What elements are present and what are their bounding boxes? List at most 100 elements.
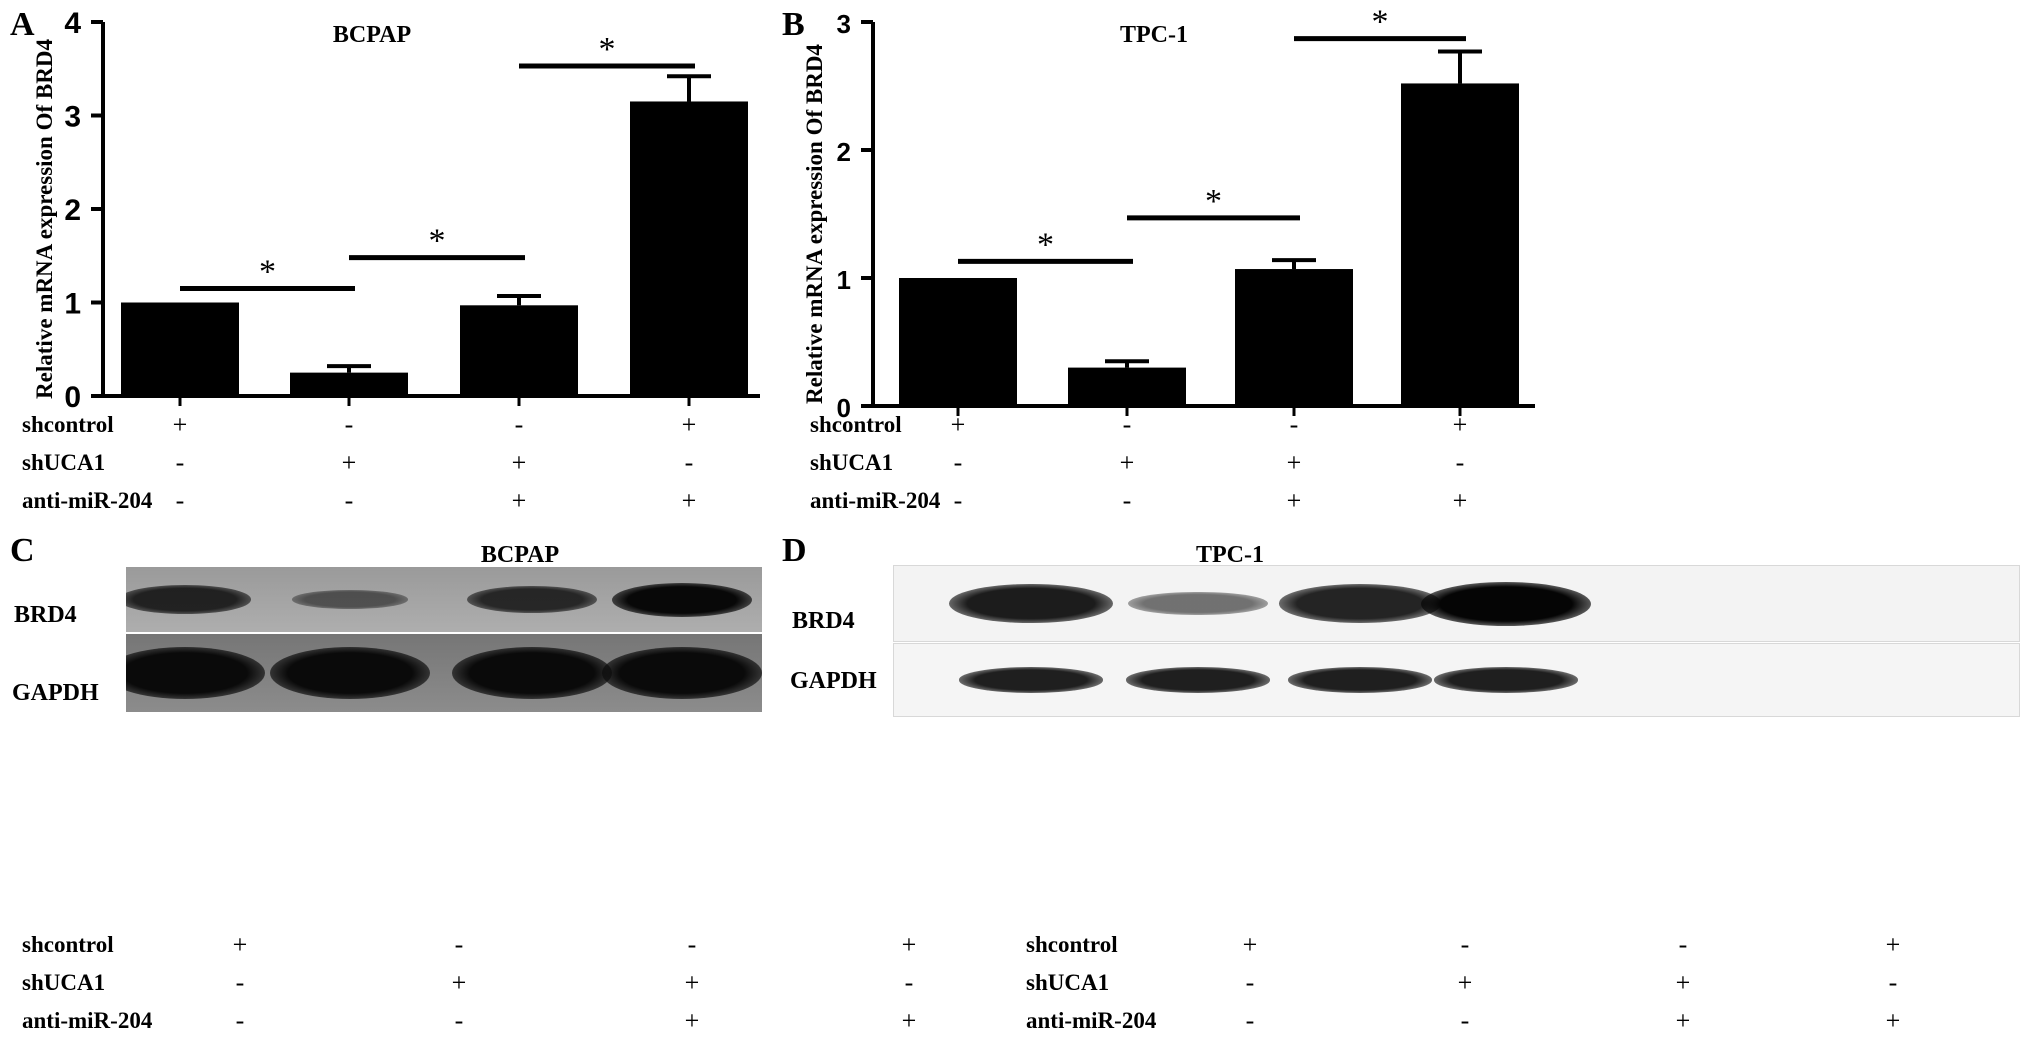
condition-sign: + [950,410,966,439]
y-tick-label: 1 [64,288,81,321]
condition-sign: + [511,448,527,477]
blot-c-brd4-panel [126,567,762,632]
condition-sign: - [454,1006,464,1035]
condition-sign: - [1678,930,1688,959]
condition-sign: - [514,410,524,439]
y-axis-label: Relative mRNA expression Of BRD4 [32,39,57,399]
blot-band [612,582,752,617]
blot-band [1127,591,1269,616]
panel-letter-a: A [10,6,35,43]
condition-sign: + [341,448,357,477]
chart-title: BCPAP [333,22,411,48]
blot-band [602,647,762,699]
condition-sign: - [904,968,914,997]
blot-band [1421,581,1591,626]
y-tick-label: 3 [64,101,81,134]
significance-star: * [1205,183,1222,220]
blot-band [467,585,597,614]
bar [121,302,239,396]
condition-sign: - [1289,410,1299,439]
condition-label: shcontrol [1026,932,1118,957]
condition-label: shcontrol [810,412,902,437]
condition-sign: - [1245,1006,1255,1035]
condition-sign: - [344,486,354,515]
condition-sign: - [1122,410,1132,439]
condition-sign: - [175,448,185,477]
condition-sign: + [901,930,917,959]
condition-sign: + [1286,448,1302,477]
chart-title: TPC-1 [1120,22,1188,48]
bar [1235,269,1353,406]
y-tick-label: 0 [64,381,81,414]
significance-star: * [599,31,616,68]
condition-sign: + [1675,968,1691,997]
blot-row-label-d-gapdh: GAPDH [790,668,877,694]
condition-label: anti-miR-204 [1026,1008,1157,1033]
y-tick-label: 1 [837,265,851,295]
blot-band [949,583,1113,624]
blot-title-c: BCPAP [480,542,560,568]
condition-sign: + [1242,930,1258,959]
blot-row-label-c-gapdh: GAPDH [12,680,99,706]
condition-sign: - [953,448,963,477]
bar [290,372,408,396]
condition-label: shcontrol [22,932,114,957]
significance-star: * [1372,4,1389,41]
blot-band [126,647,265,699]
blot-row-label-d-brd4: BRD4 [792,608,855,634]
condition-label: anti-miR-204 [22,1008,153,1033]
condition-sign: + [901,1006,917,1035]
condition-label: shcontrol [22,412,114,437]
condition-sign: + [232,930,248,959]
blot-d-brd4-panel [893,565,2020,642]
condition-sign: - [344,410,354,439]
condition-sign: + [1885,1006,1901,1035]
condition-sign: - [687,930,697,959]
condition-label: anti-miR-204 [22,488,153,513]
condition-sign: - [235,1006,245,1035]
blot-row-label-c-brd4: BRD4 [14,602,77,628]
blot-band [292,590,408,609]
condition-sign: + [172,410,188,439]
blot-band [1287,667,1433,693]
blot-d-gapdh-panel [893,643,2020,717]
condition-sign: - [684,448,694,477]
condition-label: anti-miR-204 [810,488,941,513]
condition-sign: - [1460,1006,1470,1035]
condition-sign: + [1119,448,1135,477]
condition-sign: + [511,486,527,515]
condition-sign: - [175,486,185,515]
significance-star: * [1037,226,1054,263]
condition-label: shUCA1 [22,450,106,475]
significance-star: * [259,253,276,290]
blot-band [1433,667,1579,693]
condition-sign: - [1460,930,1470,959]
blot-title-d: TPC-1 [1196,542,1264,568]
y-axis-label: Relative mRNA expression Of BRD4 [802,44,827,404]
condition-sign: + [1452,486,1468,515]
condition-sign: + [684,1006,700,1035]
blot-band [1279,584,1441,623]
condition-sign: + [1452,410,1468,439]
condition-sign: - [953,486,963,515]
blot-band [452,647,612,699]
condition-sign: - [454,930,464,959]
condition-sign: - [1122,486,1132,515]
condition-sign: + [684,968,700,997]
panel-letter-c: C [10,532,35,569]
blot-band [126,585,251,614]
condition-sign: - [235,968,245,997]
condition-label: shUCA1 [810,450,894,475]
condition-sign: + [451,968,467,997]
bar [460,305,578,396]
panel-letter-d: D [782,532,807,569]
blot-c-gapdh-panel [126,634,762,712]
y-tick-label: 2 [64,194,81,227]
blot-band [270,647,430,699]
condition-sign: + [1457,968,1473,997]
panel-letter-b: B [782,6,805,43]
y-tick-label: 3 [837,9,851,39]
condition-sign: + [681,486,697,515]
condition-sign: - [1245,968,1255,997]
